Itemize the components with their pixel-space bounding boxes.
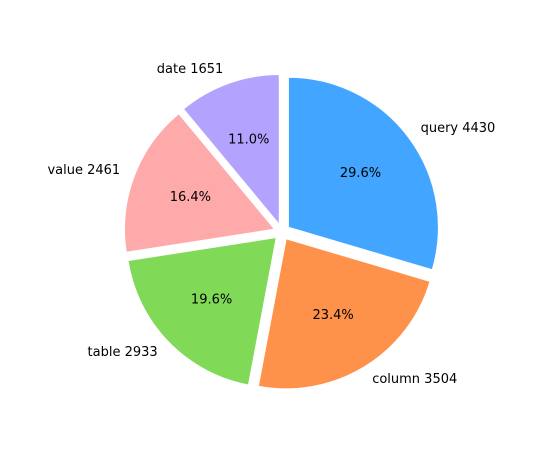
percent-label-column: 23.4% (312, 308, 353, 323)
percent-label-query: 29.6% (340, 166, 381, 181)
percent-label-table: 19.6% (191, 293, 232, 308)
pie-slice-column (257, 238, 431, 390)
pie-slice-value (124, 113, 276, 253)
slice-label-value: value 2461 (47, 163, 120, 178)
pie-slices (124, 73, 439, 390)
percent-label-date: 11.0% (228, 132, 269, 147)
pie-slice-date (182, 73, 280, 226)
slice-label-column: column 3504 (372, 372, 457, 387)
slice-label-table: table 2933 (88, 345, 158, 360)
pie-labels: 29.6% query 4430 23.4% column 3504 19.6% tabl… (47, 62, 495, 387)
percent-label-value: 16.4% (170, 190, 211, 205)
pie-slice-table (127, 236, 277, 386)
slice-label-date: date 1651 (157, 62, 224, 77)
slice-label-query: query 4430 (421, 121, 496, 136)
pie-slice-query (287, 76, 439, 271)
